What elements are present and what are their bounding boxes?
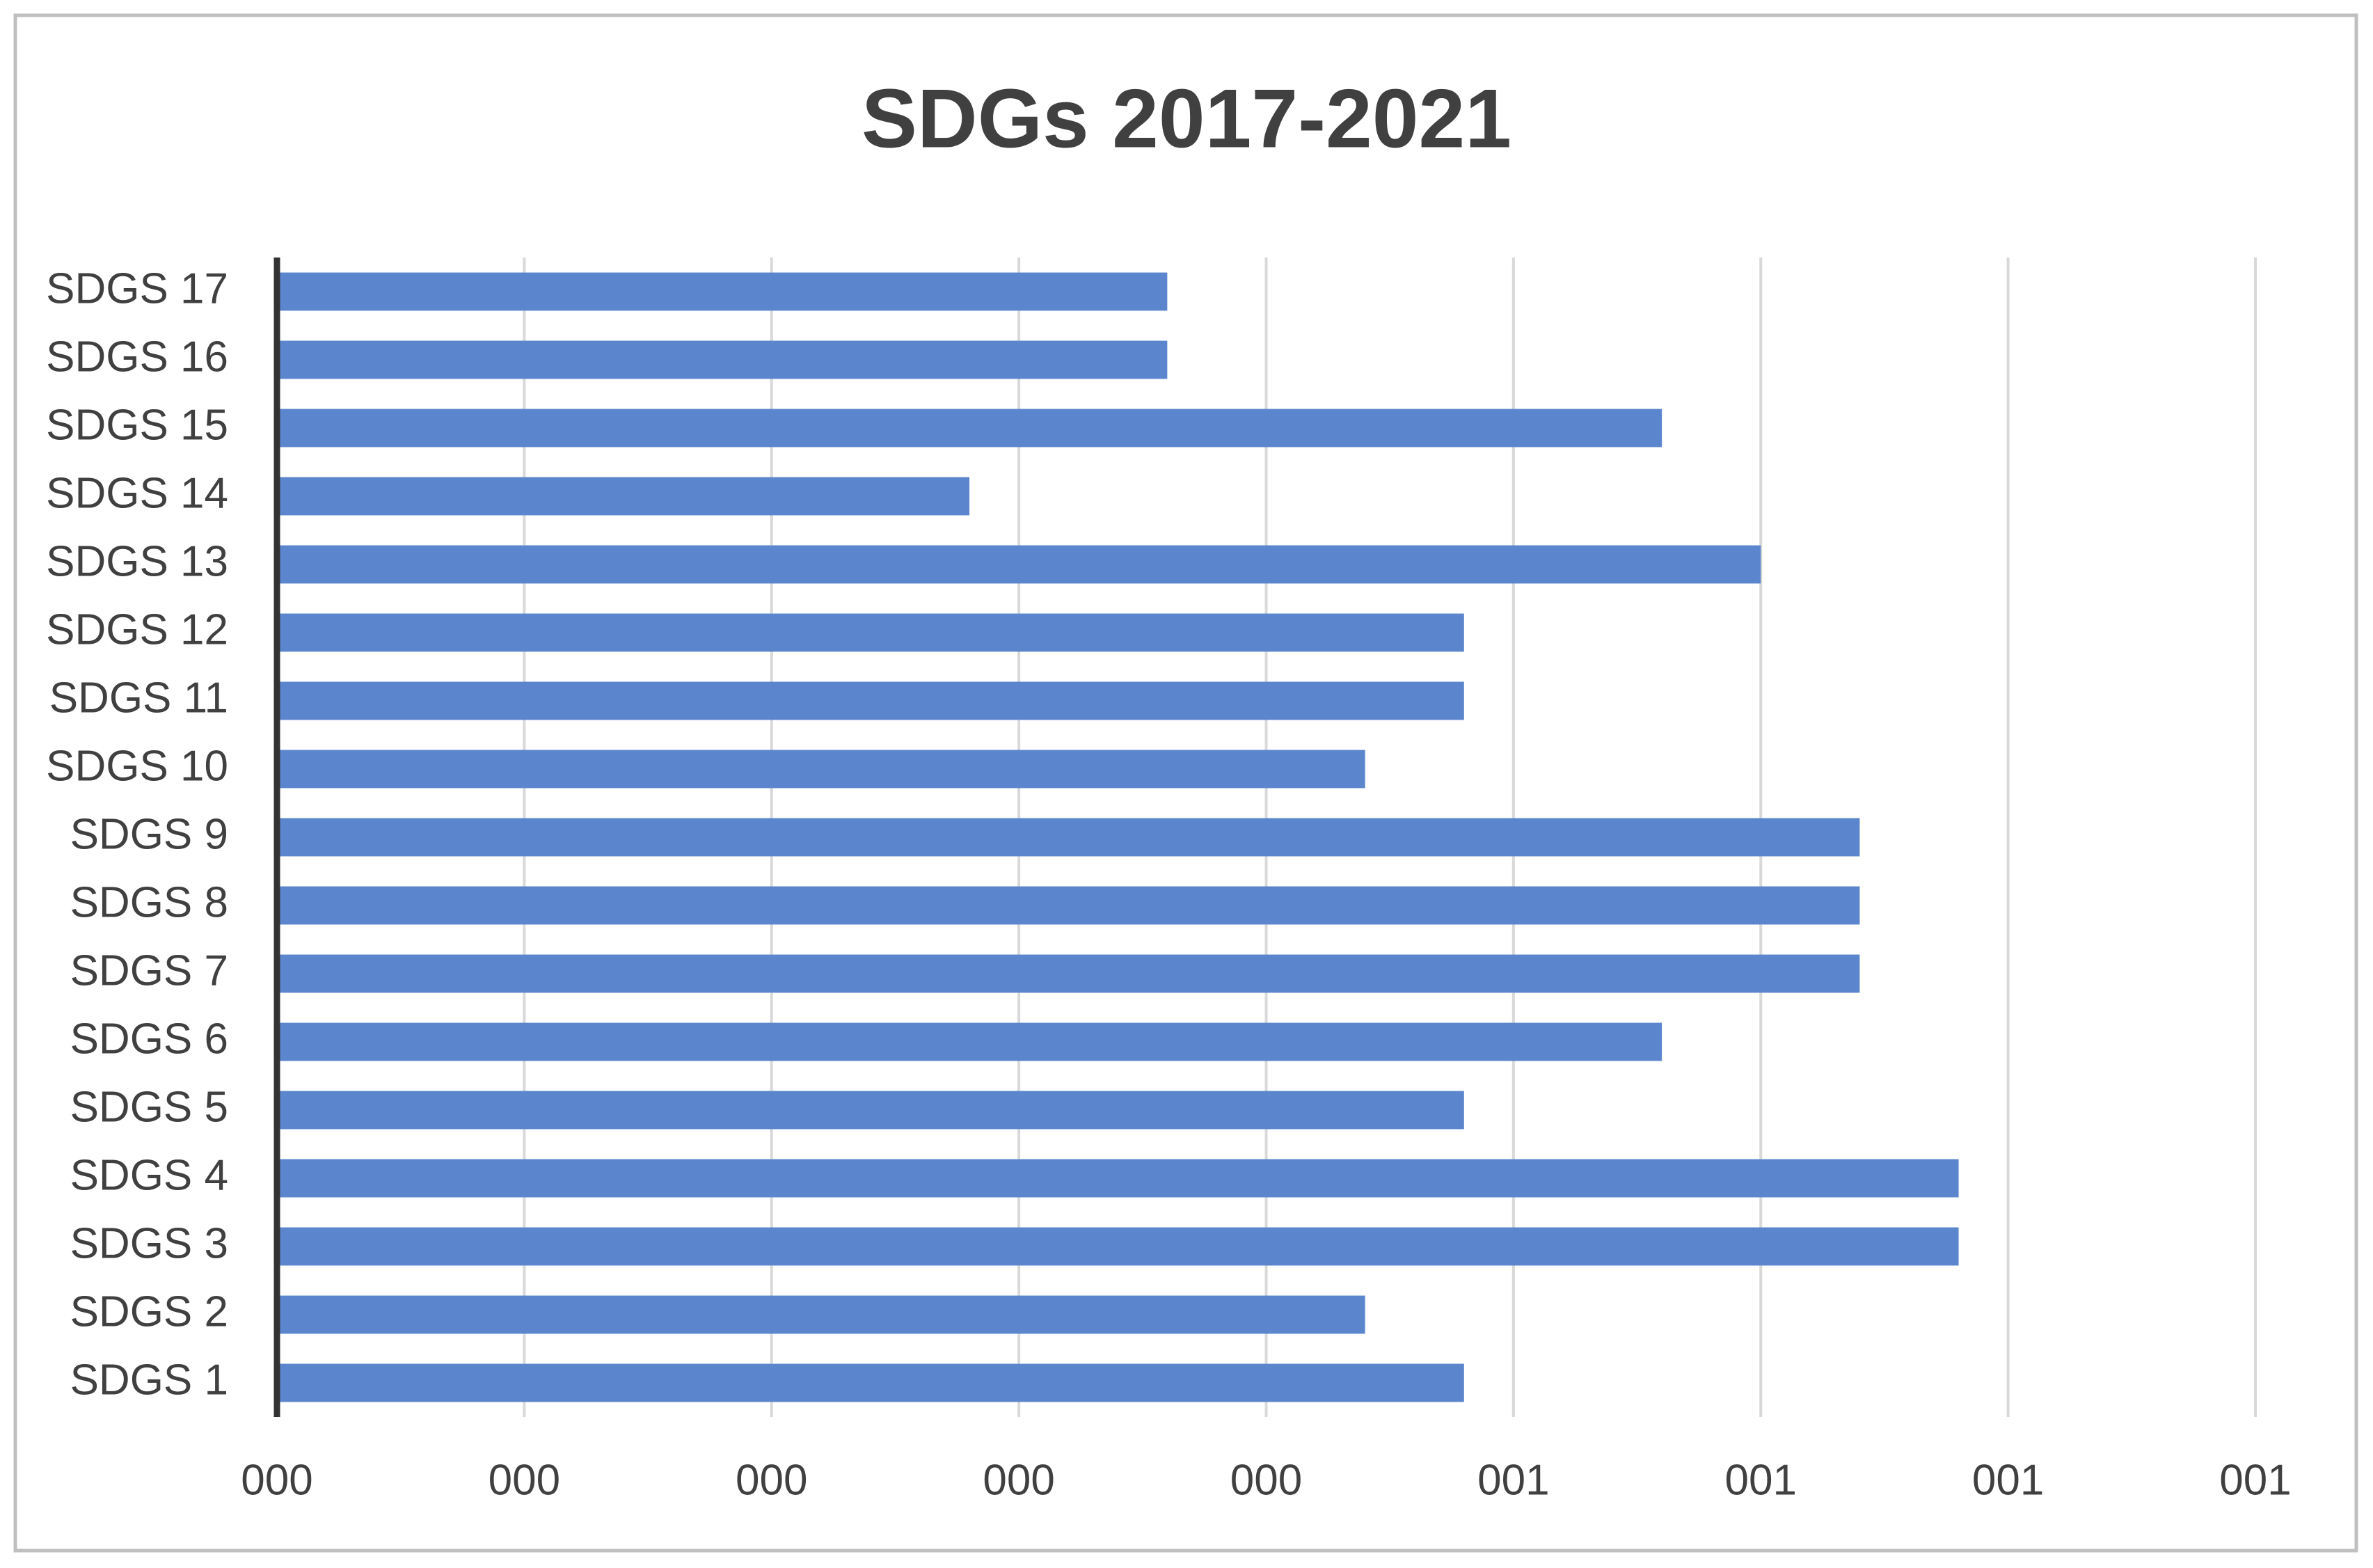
x-tick-label: 000 (241, 1456, 312, 1504)
y-tick-label: SDGS 4 (70, 1151, 228, 1199)
bar (277, 613, 1464, 652)
y-tick-label: SDGS 7 (70, 947, 228, 995)
y-tick-label: SDGS 15 (46, 401, 228, 449)
bar (277, 1295, 1365, 1334)
y-tick-label: SDGS 10 (46, 742, 228, 790)
y-tick-label: SDGS 1 (70, 1356, 228, 1404)
y-tick-label: SDGS 2 (70, 1288, 228, 1336)
bar (277, 1363, 1464, 1402)
bar (277, 1022, 1662, 1061)
y-tick-label: SDGS 11 (49, 674, 228, 722)
x-tick-label: 000 (1230, 1456, 1302, 1504)
bar (277, 272, 1168, 311)
y-tick-label: SDGS 16 (46, 333, 228, 381)
x-tick-label: 000 (983, 1456, 1054, 1504)
bar (277, 886, 1860, 925)
x-tick-label: 000 (736, 1456, 807, 1504)
x-tick-label: 001 (1725, 1456, 1797, 1504)
bar (277, 545, 1761, 584)
x-tick-label: 000 (489, 1456, 560, 1504)
y-tick-label: SDGS 13 (46, 537, 228, 585)
y-tick-label: SDGS 3 (70, 1219, 228, 1267)
bar (277, 1091, 1464, 1130)
bar (277, 681, 1464, 720)
x-tick-label: 001 (1477, 1456, 1549, 1504)
y-tick-label: SDGS 9 (70, 810, 228, 858)
bar (277, 477, 970, 516)
y-tick-label: SDGS 8 (70, 878, 228, 926)
bar (277, 750, 1365, 789)
x-tick-label: 001 (1972, 1456, 2044, 1504)
chart-title: SDGs 2017-2021 (862, 72, 1511, 166)
bar (277, 1227, 1959, 1266)
y-tick-label: SDGS 17 (46, 264, 228, 312)
bar (277, 1159, 1959, 1198)
y-tick-label: SDGS 6 (70, 1015, 228, 1063)
bar (277, 954, 1860, 993)
bar (277, 340, 1168, 379)
x-tick-label: 001 (2219, 1456, 2291, 1504)
bar (277, 818, 1860, 857)
y-tick-label: SDGS 5 (70, 1083, 228, 1131)
bar (277, 409, 1662, 448)
y-tick-label: SDGS 12 (46, 605, 228, 654)
y-tick-label: SDGS 14 (46, 469, 228, 517)
